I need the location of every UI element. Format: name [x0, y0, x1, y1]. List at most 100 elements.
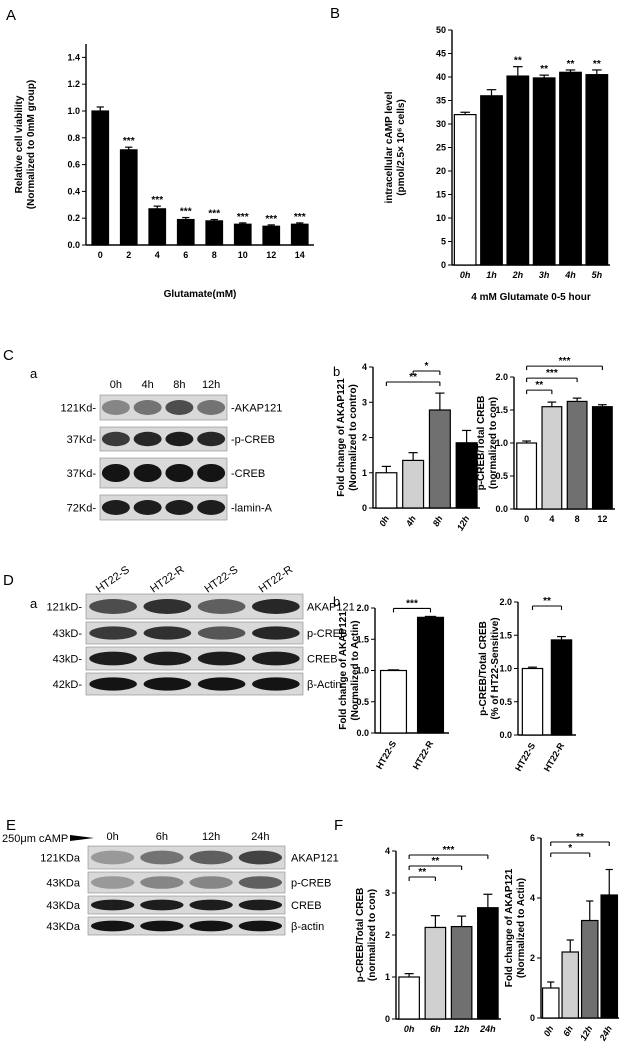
- bracket-significance: **: [409, 372, 417, 383]
- blot-band: [238, 899, 283, 911]
- blot-band: [101, 464, 130, 482]
- blot-band: [165, 500, 194, 515]
- y-tick-label: 30: [436, 119, 446, 129]
- x-tick-label: 24h: [479, 1024, 496, 1034]
- y-tick-label: 0.5: [495, 471, 508, 481]
- blot-band: [90, 876, 135, 889]
- blot-band: [197, 599, 246, 614]
- significance-label: **: [593, 59, 601, 70]
- x-tick-label: 3h: [539, 270, 550, 280]
- bar: [541, 406, 563, 510]
- x-tick-label: 12h: [578, 1024, 595, 1043]
- significance-label: ***: [123, 136, 135, 147]
- y-tick-label: 4: [362, 362, 367, 372]
- blot-band: [197, 677, 246, 691]
- blot-band: [189, 850, 233, 865]
- molecular-weight-label: 37Kd-: [67, 468, 97, 480]
- molecular-weight-label: 42kD-: [53, 679, 83, 691]
- bar: [541, 987, 560, 1019]
- y-axis-label: (pmol/2.5× 10⁶ cells): [396, 99, 407, 196]
- y-axis-label: p-CREB/Total CREB: [355, 888, 366, 983]
- blot-panel-C: 0h 4h 8h 12h 121Kd- -AKAP121 37Kd- -p-CREB 37Kd-…: [61, 379, 282, 521]
- x-tick-label: 24h: [597, 1024, 614, 1044]
- y-axis-label: Fold change of AKAP121: [338, 611, 349, 730]
- significance-label: ***: [208, 209, 220, 220]
- bar: [455, 442, 478, 509]
- x-tick-label: 10: [238, 250, 248, 260]
- y-tick-label: 0.6: [67, 160, 80, 170]
- blot-band: [197, 431, 226, 447]
- blot-band: [197, 626, 246, 640]
- blot-band: [143, 599, 192, 614]
- significance-label: **: [567, 59, 575, 70]
- significance-label: ***: [294, 212, 306, 223]
- x-tick-label: 0h: [377, 514, 391, 529]
- bar: [480, 95, 503, 266]
- x-tick-label: HT22-R: [542, 741, 567, 774]
- y-tick-label: 1.5: [356, 634, 369, 644]
- protein-label: β-actin: [291, 921, 324, 933]
- blot-band: [89, 599, 137, 614]
- y-tick-label: 1.5: [495, 405, 508, 415]
- bar: [532, 77, 556, 266]
- y-tick-label: 0: [362, 503, 367, 513]
- x-axis-label: 4 mM Glutamate 0-5 hour: [471, 292, 591, 303]
- bar: [477, 907, 499, 1020]
- protein-label: AKAP121: [307, 602, 355, 614]
- x-tick-label: 4h: [403, 514, 418, 529]
- molecular-weight-label: 43kD-: [53, 654, 83, 666]
- x-tick-label: 12: [597, 514, 607, 524]
- bar: [262, 225, 281, 246]
- blot-panel-E: 0h 6h 12h 24h 250μm cAMP 121KDa AKAP121 43KDa p-…: [2, 831, 339, 936]
- x-tick-label: 4: [155, 250, 160, 260]
- blot-strip: [87, 916, 286, 936]
- significance-label: ***: [237, 212, 249, 223]
- x-tick-label: 8: [575, 514, 580, 524]
- blot-band: [252, 599, 300, 614]
- lane-label: 4h: [142, 379, 154, 391]
- y-tick-label: 0.0: [67, 240, 80, 250]
- panel-label-d: D: [3, 572, 14, 589]
- blot-band: [197, 400, 226, 415]
- y-tick-label: 4: [530, 893, 535, 903]
- blot-panel-D: HT22-S HT22-R HT22-S HT22-R 121kD- AKAP121 43k…: [47, 564, 355, 696]
- y-axis-label: Fold change of AKAP121: [336, 378, 347, 497]
- protein-label: CREB: [291, 900, 322, 912]
- y-tick-label: 0.8: [67, 133, 80, 143]
- bracket-significance: ***: [443, 845, 455, 856]
- chart-Cb2: 0.0 0.5 1.0 1.5 2.0 p-CREB/Total CREB (normali…: [476, 356, 615, 524]
- bar: [450, 925, 473, 1020]
- blot-strip: [85, 672, 304, 696]
- blot-band: [252, 651, 300, 666]
- blot-band: [140, 876, 184, 889]
- panel-label-c-a: a: [30, 366, 38, 381]
- y-tick-label: 2.0: [499, 597, 512, 607]
- blot-band: [101, 431, 130, 447]
- bracket-significance: **: [431, 856, 439, 867]
- molecular-weight-label: 43KDa: [46, 921, 81, 933]
- bar: [566, 400, 588, 510]
- y-tick-label: 2: [530, 953, 535, 963]
- chart-Db2: 0.0 0.5 1.0 1.5 2.0 p-CREB/Total CREB (% of HT…: [478, 596, 576, 773]
- blot-band: [101, 400, 130, 415]
- bar: [453, 113, 477, 266]
- blot-band: [252, 626, 300, 640]
- panel-label-b: B: [330, 5, 340, 22]
- bracket-significance: **: [576, 832, 584, 843]
- bar: [506, 75, 530, 266]
- protein-label: -AKAP121: [231, 403, 282, 415]
- y-tick-label: 0.0: [499, 730, 512, 740]
- bar: [416, 616, 445, 734]
- blot-band: [140, 920, 184, 932]
- y-axis-label: Fold change of AKAP121: [504, 868, 515, 987]
- protein-label: -lamin-A: [231, 503, 273, 515]
- y-axis-label: (% of HT22-Sensitive): [490, 617, 501, 719]
- y-tick-label: 0.0: [356, 728, 369, 738]
- bar: [428, 409, 451, 509]
- y-tick-label: 25: [436, 143, 446, 153]
- x-tick-label: 6: [183, 250, 188, 260]
- molecular-weight-label: 43KDa: [46, 900, 81, 912]
- y-axis-label: (normalized to con): [488, 397, 499, 489]
- y-tick-label: 45: [436, 49, 446, 59]
- y-tick-label: 1.0: [495, 438, 508, 448]
